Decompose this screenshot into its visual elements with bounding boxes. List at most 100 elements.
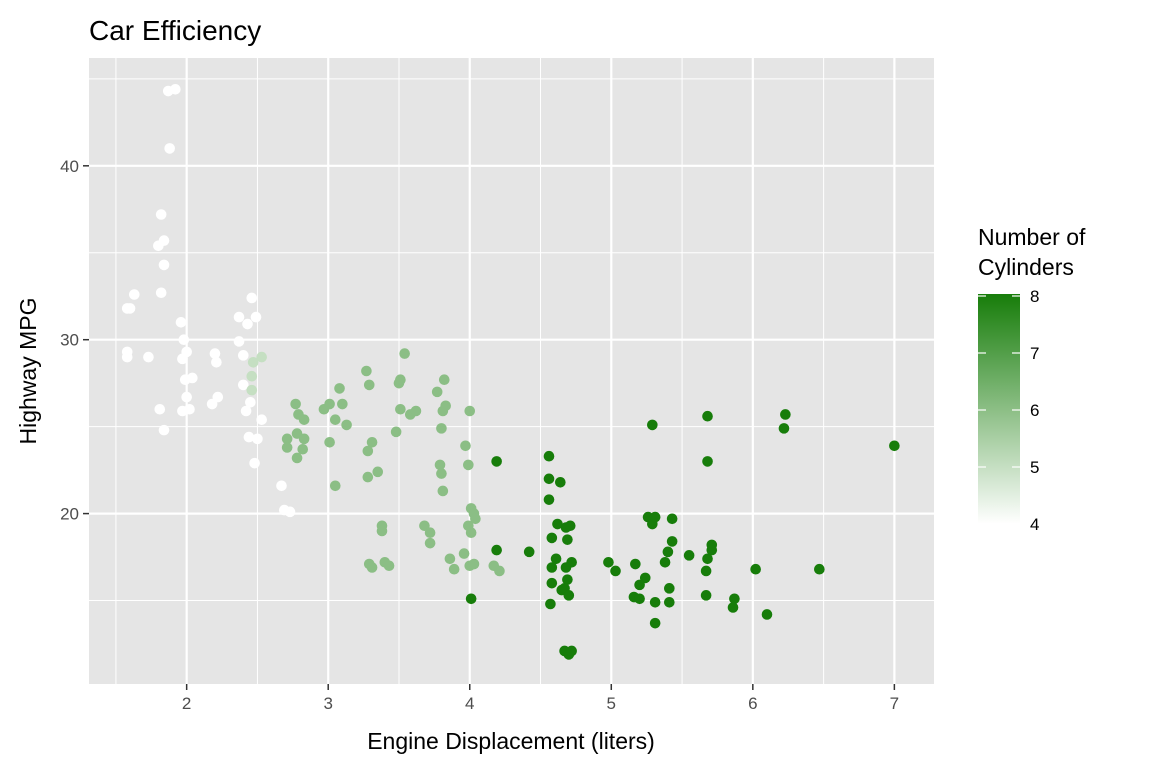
data-point: [566, 645, 577, 657]
data-point: [376, 525, 388, 537]
legend-tick-label: 6: [1030, 401, 1039, 420]
data-point: [491, 456, 502, 467]
data-point: [390, 426, 402, 438]
data-point: [395, 403, 406, 415]
legend-title-line2: Cylinders: [978, 254, 1074, 280]
data-point: [546, 577, 558, 589]
data-point: [341, 419, 352, 431]
data-point: [702, 410, 713, 422]
data-point: [329, 414, 341, 425]
data-point: [460, 440, 471, 452]
data-point: [249, 457, 260, 469]
data-point: [181, 346, 192, 358]
x-tick-label: 7: [890, 694, 899, 713]
data-point: [562, 574, 573, 585]
data-point: [158, 424, 170, 436]
data-point: [128, 289, 140, 300]
data-point: [465, 593, 477, 605]
data-point: [562, 534, 573, 545]
data-point: [491, 544, 502, 556]
data-point: [233, 336, 245, 347]
data-point: [523, 546, 535, 558]
data-point: [363, 379, 375, 391]
data-point: [666, 536, 678, 547]
data-point: [750, 563, 761, 575]
data-point: [158, 235, 170, 246]
data-point: [566, 556, 577, 568]
data-point: [700, 590, 712, 601]
data-point: [659, 556, 671, 568]
data-point: [252, 433, 263, 445]
data-point: [649, 617, 661, 629]
data-point: [778, 423, 790, 434]
data-point: [324, 398, 335, 410]
data-point: [124, 303, 136, 314]
data-point: [465, 527, 477, 539]
data-point: [706, 544, 718, 556]
data-point: [281, 442, 293, 453]
x-tick-label: 2: [182, 694, 191, 713]
data-point: [727, 602, 739, 613]
data-point: [634, 593, 645, 605]
data-point: [298, 433, 310, 445]
data-point: [383, 560, 395, 572]
data-point: [702, 456, 713, 467]
legend-tick-label: 7: [1030, 344, 1039, 363]
data-point: [366, 562, 378, 573]
data-point: [143, 351, 154, 363]
data-point: [634, 579, 645, 591]
data-point: [164, 143, 175, 154]
data-point: [664, 583, 675, 594]
data-point: [121, 351, 133, 363]
x-tick-label: 3: [323, 694, 332, 713]
data-point: [256, 414, 267, 425]
chart-title: Car Efficiency: [89, 15, 261, 46]
data-point: [649, 511, 661, 523]
x-tick-label: 6: [748, 694, 757, 713]
legend-tick-label: 8: [1030, 287, 1039, 306]
data-point: [246, 292, 258, 304]
data-point: [366, 436, 378, 448]
data-point: [550, 553, 562, 565]
x-axis-label: Engine Displacement (liters): [367, 728, 655, 754]
grid-lines: [89, 58, 934, 684]
y-tick-label: 20: [60, 505, 79, 524]
data-point: [424, 537, 436, 549]
data-point: [448, 563, 460, 575]
data-point: [437, 485, 449, 497]
data-point: [240, 405, 252, 417]
data-point: [155, 287, 167, 299]
data-point: [362, 445, 374, 457]
data-point: [564, 520, 576, 532]
data-point: [209, 348, 221, 359]
data-point: [256, 351, 267, 363]
data-point: [729, 593, 740, 605]
y-tick-label: 40: [60, 157, 79, 176]
data-point: [212, 391, 224, 403]
data-point: [170, 84, 181, 95]
data-point: [297, 443, 309, 455]
data-point: [444, 553, 456, 565]
data-point: [666, 513, 678, 525]
data-point: [337, 398, 348, 410]
legend-tick-label: 5: [1030, 458, 1039, 477]
data-point: [700, 565, 712, 577]
data-point: [178, 334, 190, 346]
data-point: [291, 452, 303, 464]
data-points: [121, 84, 900, 660]
data-point: [603, 556, 614, 568]
data-point: [463, 459, 474, 471]
data-point: [458, 548, 470, 559]
data-point: [431, 386, 443, 398]
data-point: [154, 403, 166, 415]
data-point: [181, 391, 192, 403]
data-point: [436, 468, 447, 479]
data-point: [630, 558, 641, 570]
axes: 2 3 4 5 6 7 20 30 40: [60, 157, 899, 713]
data-point: [543, 450, 555, 462]
data-point: [233, 311, 245, 323]
data-point: [889, 440, 900, 452]
data-point: [470, 513, 481, 525]
data-point: [175, 317, 187, 328]
